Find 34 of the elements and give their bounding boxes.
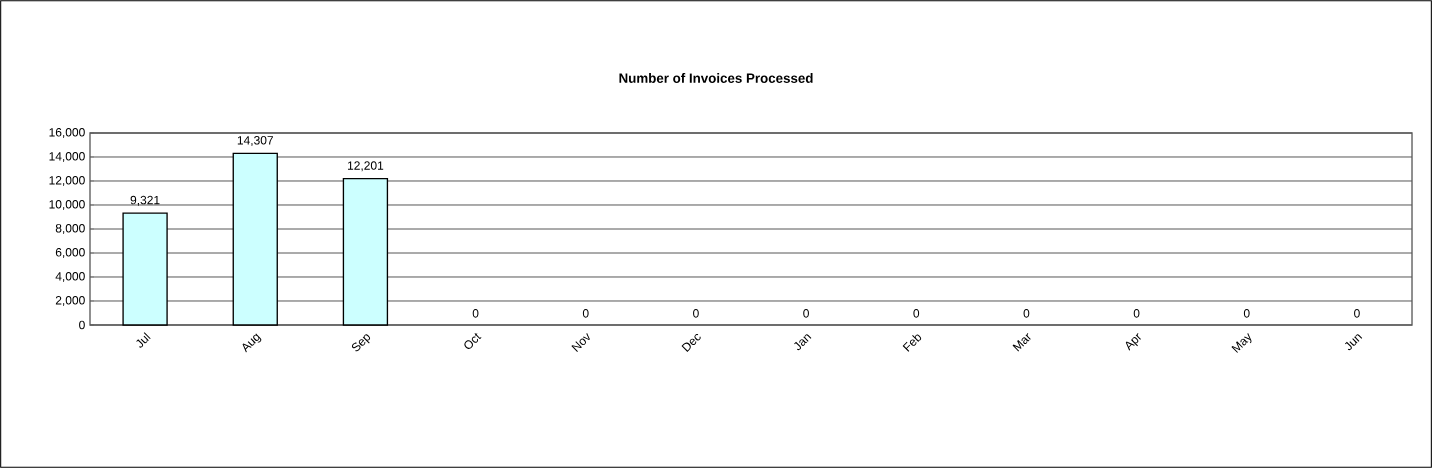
data-label: 0 (1133, 309, 1140, 318)
data-label: 9,321 (130, 195, 160, 206)
y-tick-label: 0 (79, 320, 85, 330)
x-tick-label: Nov (571, 333, 590, 352)
x-tick-label: Apr (1125, 333, 1141, 351)
x-tick-label: Feb (902, 334, 922, 352)
data-label: 12,201 (347, 161, 384, 172)
x-tick-label: Jul (136, 332, 151, 348)
x-tick-label: Sep (351, 334, 371, 352)
data-label: 0 (693, 309, 699, 318)
x-tick-label: Mar (1012, 333, 1031, 352)
y-tick-label: 12,000 (49, 176, 85, 186)
x-tick-label: Dec (681, 334, 701, 352)
x-tick-label: Jan (794, 334, 812, 351)
data-label: 0 (803, 309, 809, 318)
data-label: 0 (1023, 309, 1030, 318)
y-tick-label: 6,000 (55, 248, 85, 258)
y-tick-label: 14,000 (49, 152, 85, 162)
y-tick-label: 16,000 (49, 128, 85, 138)
data-label: 0 (913, 309, 920, 318)
x-tick-label: Jun (1344, 334, 1363, 351)
y-tick-label: 2,000 (55, 296, 85, 306)
x-tick-label: Aug (242, 333, 262, 353)
data-label: 0 (1354, 309, 1360, 318)
x-tick-label: May (1231, 333, 1252, 353)
y-tick-label: 8,000 (55, 224, 85, 234)
data-label: 0 (472, 309, 479, 318)
y-tick-label: 4,000 (55, 272, 85, 282)
data-label: 0 (1243, 309, 1250, 318)
y-tick-label: 10,000 (49, 200, 85, 210)
x-tick-label: Oct (464, 333, 482, 349)
data-label: 14,307 (237, 136, 273, 146)
data-label: 0 (582, 309, 589, 318)
chart-title: Number of Invoices Processed (619, 73, 813, 83)
